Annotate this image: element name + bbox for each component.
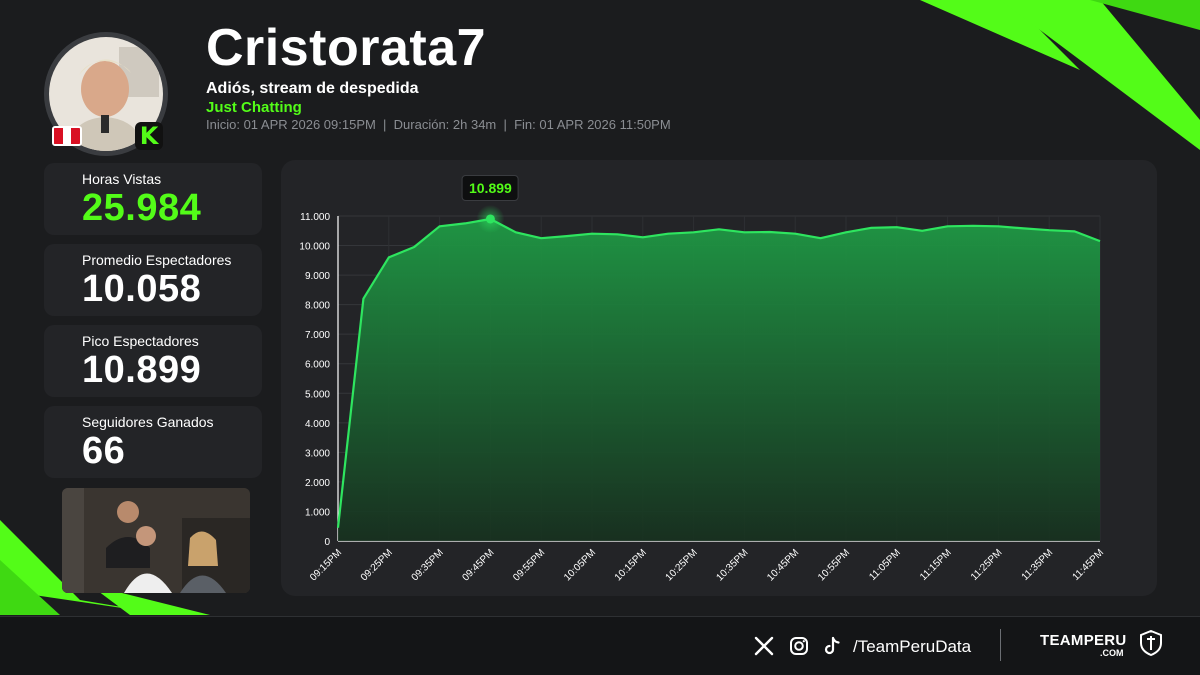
series-area <box>338 219 1100 541</box>
peak-value-label: 10.899 <box>461 174 519 201</box>
viewers-chart: 0 1.000 2.000 3.000 4.000 5.000 6.000 7.000 8.00… <box>299 204 1107 583</box>
x-tick-label: 11:35PM <box>1020 547 1056 583</box>
footer-divider <box>1000 629 1001 661</box>
instagram-icon[interactable] <box>789 636 809 656</box>
x-tick-label: 09:35PM <box>410 547 446 583</box>
brand-logo-text: TEAMPERU <box>1040 632 1127 649</box>
y-tick-label: 7.000 <box>305 330 330 341</box>
x-tick-label: 10:15PM <box>613 547 649 583</box>
viewers-chart-panel: 0 1.000 2.000 3.000 4.000 5.000 6.000 7.000 8.00… <box>281 160 1157 596</box>
peru-flag-icon <box>52 126 82 146</box>
x-tick-label: 09:25PM <box>359 547 395 583</box>
y-tick-label: 3.000 <box>305 448 330 459</box>
x-tick-label: 10:55PM <box>816 547 852 583</box>
x-tick-label: 10:35PM <box>714 547 750 583</box>
stat-value: 10.899 <box>82 349 202 392</box>
stat-card-horas-vistas: Horas Vistas 25.984 <box>44 163 262 235</box>
stat-label: Horas Vistas <box>82 171 162 187</box>
brand-logo-subtext: .COM <box>1100 648 1124 658</box>
stat-value: 10.058 <box>82 268 202 311</box>
y-tick-label: 8.000 <box>305 301 330 312</box>
stat-card-pico-espectadores: Pico Espectadores 10.899 <box>44 325 262 397</box>
y-tick-label: 11.000 <box>300 212 330 223</box>
peak-point <box>485 214 495 224</box>
stream-thumbnail <box>62 488 250 593</box>
x-tick-label: 11:45PM <box>1071 547 1107 583</box>
stream-meta: Inicio: 01 APR 2026 09:15PM | Duración: … <box>206 117 671 132</box>
x-tick-label: 11:15PM <box>918 547 954 583</box>
y-tick-label: 2.000 <box>305 478 330 489</box>
series-line <box>336 217 1101 528</box>
x-tick-label: 09:15PM <box>308 547 344 583</box>
social-handle[interactable]: /TeamPeruData <box>853 637 972 656</box>
y-tick-label: 6.000 <box>305 360 330 371</box>
y-tick-label: 1.000 <box>305 507 330 518</box>
stat-card-promedio-espectadores: Promedio Espectadores 10.058 <box>44 244 262 316</box>
x-tick-label: 10:05PM <box>562 547 598 583</box>
stream-title: Adiós, stream de despedida <box>206 80 419 97</box>
x-tick-label: 11:05PM <box>867 547 903 583</box>
stat-card-seguidores-ganados: Seguidores Ganados 66 <box>44 406 262 478</box>
y-tick-label: 0 <box>324 537 330 548</box>
x-tick-label: 11:25PM <box>969 547 1005 583</box>
footer-bar <box>0 616 1200 675</box>
stat-label: Pico Espectadores <box>82 333 199 349</box>
y-tick-label: 10.000 <box>299 242 330 253</box>
x-tick-label: 09:45PM <box>460 547 496 583</box>
x-tick-label: 10:25PM <box>664 547 700 583</box>
stat-value: 25.984 <box>82 187 202 230</box>
y-tick-label: 9.000 <box>305 271 330 282</box>
y-tick-label: 5.000 <box>305 389 330 400</box>
kick-icon: K <box>135 122 163 150</box>
x-icon[interactable] <box>754 636 774 656</box>
shield-icon <box>1140 630 1162 656</box>
stat-value: 66 <box>82 430 126 473</box>
stream-category: Just Chatting <box>206 99 302 116</box>
stat-label: Seguidores Ganados <box>82 414 214 430</box>
x-tick-label: 10:45PM <box>765 547 801 583</box>
x-tick-label: 09:55PM <box>511 547 547 583</box>
tiktok-icon[interactable] <box>822 636 842 656</box>
streamer-name: Cristorata7 <box>206 19 487 77</box>
stat-label: Promedio Espectadores <box>82 252 232 268</box>
y-tick-label: 4.000 <box>305 419 330 430</box>
